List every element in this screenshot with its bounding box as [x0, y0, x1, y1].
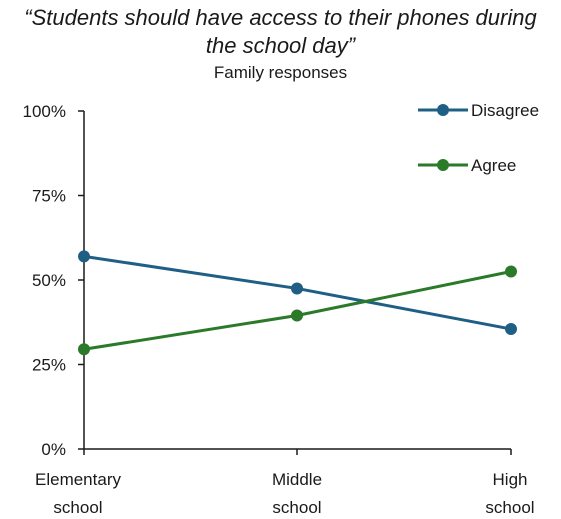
chart-subtitle: Family responses: [213, 63, 348, 82]
y-tick-label: 75%: [32, 187, 66, 206]
chart-header: “Students should have access to their ph…: [0, 4, 561, 84]
data-point-disagree: [291, 282, 303, 295]
y-tick-label: 50%: [32, 271, 66, 290]
y-tick-label: 100%: [23, 102, 66, 121]
x-tick-label: Elementary school: [35, 470, 121, 517]
x-tick-labels: Elementary school Middle school High school: [35, 449, 535, 517]
series-lines: [78, 250, 517, 356]
legend-label-disagree: Disagree: [471, 101, 539, 120]
y-tick-label: 25%: [32, 356, 66, 375]
legend-marker-disagree: [437, 104, 449, 116]
data-point-agree: [505, 265, 517, 278]
legend: Disagree Agree: [418, 101, 539, 175]
data-point-disagree: [505, 323, 517, 336]
data-point-agree: [78, 343, 90, 356]
y-tick-label: 0%: [41, 440, 66, 459]
y-ticks: 0% 25% 50% 75% 100%: [23, 102, 84, 459]
x-tick-label: High school: [485, 470, 534, 517]
chart-title: “Students should have access to their ph…: [24, 5, 537, 58]
data-point-disagree: [78, 250, 90, 263]
legend-label-agree: Agree: [471, 156, 516, 175]
legend-marker-agree: [437, 159, 449, 171]
x-tick-label: Middle school: [272, 470, 322, 517]
data-point-agree: [291, 309, 303, 322]
